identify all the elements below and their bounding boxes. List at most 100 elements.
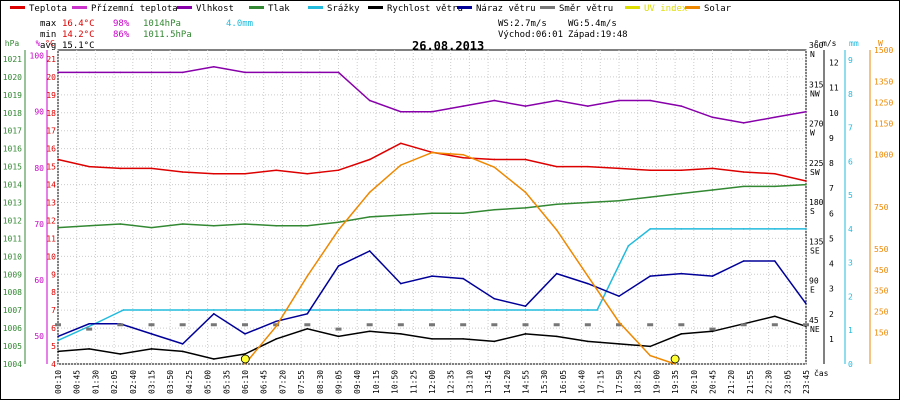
humidity_pct-tick: 90 xyxy=(34,108,44,117)
data-point xyxy=(119,353,122,355)
legend-item-1: Přízemní teplota xyxy=(72,3,178,16)
data-point xyxy=(711,330,714,333)
data-point xyxy=(805,302,807,305)
data-point xyxy=(742,122,745,124)
data-point xyxy=(368,309,371,311)
data-point xyxy=(711,275,714,277)
wind-dir-tick: 180 xyxy=(809,198,824,207)
wind-dir-tick: 360 xyxy=(809,41,824,50)
data-point xyxy=(337,265,340,267)
data-point xyxy=(618,167,620,170)
x-tick-label: 22:30 xyxy=(765,370,774,394)
data-point xyxy=(680,105,683,107)
pressure_hpa-tick: 1005 xyxy=(3,342,22,351)
data-point xyxy=(587,165,589,168)
data-point xyxy=(119,167,122,170)
x-tick-label: 12:00 xyxy=(428,370,437,394)
x-tick-label: 17:50 xyxy=(615,370,624,394)
pressure_hpa-tick: 1015 xyxy=(3,163,22,172)
data-point xyxy=(337,169,340,172)
data-point xyxy=(649,169,651,172)
data-point xyxy=(368,158,371,161)
wind-dir-mark xyxy=(210,323,217,327)
data-point xyxy=(618,343,620,345)
solar-tick: 1000 xyxy=(874,151,893,160)
data-point xyxy=(805,110,807,113)
legend-label: Tlak xyxy=(268,4,290,14)
legend-item-9: Solar xyxy=(685,3,731,16)
wind-speed-tick: 5 xyxy=(829,234,834,243)
data-point xyxy=(400,110,402,113)
wind-dir-label: NW xyxy=(810,89,820,98)
data-point xyxy=(587,282,589,285)
wind-dir-mark xyxy=(616,323,622,327)
wind-dir-mark xyxy=(366,323,373,327)
humidity_pct-tick: 80 xyxy=(34,164,44,173)
temperature_c-tick: 13 xyxy=(46,199,56,208)
temperature_c-tick: 10 xyxy=(46,252,56,261)
wind-dir-tick: 315 xyxy=(809,80,824,89)
humidity_pct-unit: % xyxy=(36,39,41,48)
humidity_pct-tick: 50 xyxy=(34,332,44,341)
data-point xyxy=(400,142,402,145)
solar-tick: 450 xyxy=(874,266,889,275)
wind-dir-unit: ° xyxy=(814,39,819,48)
series-n-raz-v-tru xyxy=(57,250,807,345)
x-tick-label: 12:35 xyxy=(447,370,456,394)
sunrise-time: Východ:06:01 xyxy=(498,30,564,40)
wind-speed-tick: 9 xyxy=(829,134,834,143)
data-point xyxy=(57,339,59,342)
x-tick-label: 18:25 xyxy=(634,370,643,394)
avg-temp: 15.1°C xyxy=(62,41,95,51)
wind-dir-tick: 90 xyxy=(809,277,819,286)
data-point xyxy=(275,169,277,172)
wind-speed-tick: 3 xyxy=(829,285,834,294)
data-point xyxy=(524,158,527,161)
temperature_c-tick: 12 xyxy=(46,216,56,225)
solar-tick: 250 xyxy=(874,308,889,317)
humidity_pct-tick: 100 xyxy=(30,52,45,61)
legend-label: Směr větru xyxy=(559,4,614,14)
data-point xyxy=(244,173,246,175)
data-point xyxy=(400,309,402,311)
pressure_hpa-tick: 1012 xyxy=(3,216,22,225)
data-point xyxy=(774,173,776,175)
series-sm-r-v-tru xyxy=(55,323,809,331)
data-point xyxy=(368,250,371,252)
x-tick-label: 09:40 xyxy=(353,370,362,394)
time-axis-unit: čas xyxy=(814,368,829,378)
data-point xyxy=(57,226,59,229)
data-point xyxy=(275,309,277,311)
data-point xyxy=(122,309,125,311)
wind-dir-label: W xyxy=(810,129,815,138)
data-point xyxy=(462,277,464,280)
legend-swatch xyxy=(457,6,472,9)
x-tick-label: 00:10 xyxy=(54,370,63,394)
x-tick-label: 23:45 xyxy=(802,370,811,394)
data-point xyxy=(618,199,620,202)
series-solar xyxy=(244,151,676,365)
temperature_c-tick: 6 xyxy=(51,324,56,333)
series-line xyxy=(57,228,806,342)
solar-tick: 750 xyxy=(874,203,889,212)
wind-dir-mark xyxy=(397,323,404,327)
pressure_hpa-tick: 1019 xyxy=(3,91,22,100)
data-point xyxy=(524,207,527,209)
data-point xyxy=(596,309,598,311)
data-point xyxy=(275,338,277,340)
humidity_pct-tick: 70 xyxy=(34,220,44,229)
solar-unit: W xyxy=(878,39,883,48)
data-point xyxy=(555,165,558,168)
data-point xyxy=(649,345,651,348)
data-point xyxy=(306,275,309,277)
data-point xyxy=(88,323,90,325)
x-tick-label: 16:05 xyxy=(559,370,568,394)
data-point xyxy=(618,295,620,297)
rain-tick: 7 xyxy=(848,124,853,133)
wind-dir-label: SW xyxy=(810,168,820,177)
pressure_hpa-tick: 1008 xyxy=(3,288,22,297)
wind-speed-tick: 2 xyxy=(829,310,834,319)
x-tick-label: 20:10 xyxy=(690,370,699,394)
data-point xyxy=(774,228,776,230)
legend-label: Solar xyxy=(704,4,732,14)
